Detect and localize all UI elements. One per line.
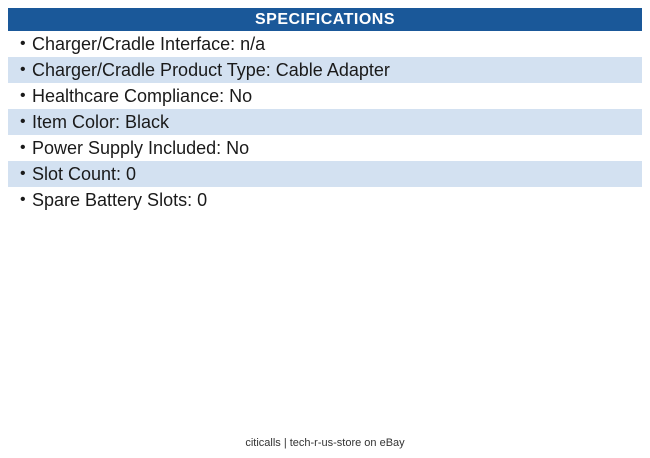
- bullet-icon: •: [20, 61, 26, 78]
- spec-text: Charger/Cradle Interface: n/a: [32, 34, 266, 54]
- specifications-header: SPECIFICATIONS: [8, 8, 642, 31]
- spec-text: Healthcare Compliance: No: [32, 86, 253, 106]
- bullet-icon: •: [20, 191, 26, 208]
- spec-row-charger-cradle-interface: • Charger/Cradle Interface: n/a: [8, 31, 642, 57]
- specifications-list: • Charger/Cradle Interface: n/a • Charge…: [8, 31, 642, 213]
- bullet-icon: •: [20, 113, 26, 130]
- spec-text: Charger/Cradle Product Type: Cable Adapt…: [32, 60, 390, 80]
- spec-row-healthcare-compliance: • Healthcare Compliance: No: [8, 83, 642, 109]
- spec-text: Slot Count: 0: [32, 164, 137, 184]
- spec-text: Power Supply Included: No: [32, 138, 250, 158]
- store-attribution-footer: citicalls | tech-r-us-store on eBay: [245, 437, 405, 449]
- spec-row-slot-count: • Slot Count: 0: [8, 161, 642, 187]
- bullet-icon: •: [20, 35, 26, 52]
- bullet-icon: •: [20, 139, 26, 156]
- spec-row-power-supply-included: • Power Supply Included: No: [8, 135, 642, 161]
- spec-row-item-color: • Item Color: Black: [8, 109, 642, 135]
- specifications-panel: SPECIFICATIONS • Charger/Cradle Interfac…: [8, 8, 642, 213]
- spec-text: Spare Battery Slots: 0: [32, 190, 208, 210]
- bullet-icon: •: [20, 87, 26, 104]
- spec-text: Item Color: Black: [32, 112, 170, 132]
- bullet-icon: •: [20, 165, 26, 182]
- spec-row-spare-battery-slots: • Spare Battery Slots: 0: [8, 187, 642, 213]
- spec-row-charger-cradle-product-type: • Charger/Cradle Product Type: Cable Ada…: [8, 57, 642, 83]
